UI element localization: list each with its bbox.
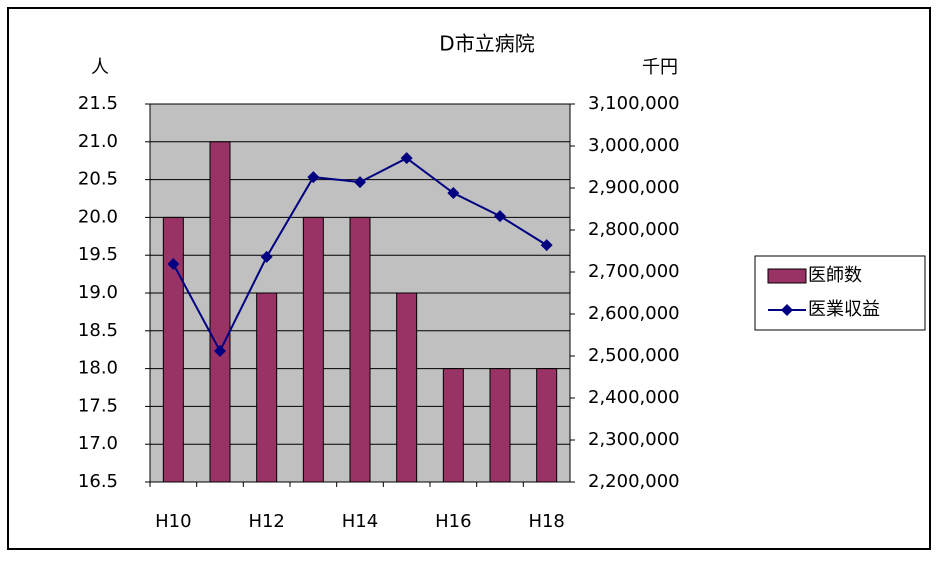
legend-label: 医業収益 xyxy=(808,299,880,320)
y-tick-label: 17.0 xyxy=(78,433,118,454)
marker xyxy=(260,250,273,263)
bar xyxy=(442,368,464,483)
legend-box xyxy=(754,255,926,331)
y2-tick-label: 2,200,000 xyxy=(588,471,680,492)
y2-tick-label: 3,100,000 xyxy=(588,93,680,114)
legend-label: 医師数 xyxy=(808,265,862,286)
y-tick-label: 21.0 xyxy=(78,131,118,152)
y2-tick-label: 2,300,000 xyxy=(588,429,680,450)
marker xyxy=(494,210,506,223)
marker xyxy=(447,187,460,200)
bar xyxy=(396,292,418,483)
y-tick-label: 18.0 xyxy=(78,358,118,379)
y2-tick-label: 3,000,000 xyxy=(588,135,680,156)
y-tick-label: 16.5 xyxy=(78,471,118,492)
x-tick-label: H12 xyxy=(248,511,284,532)
legend-swatch xyxy=(767,268,807,284)
y-tick-label: 20.5 xyxy=(78,169,118,190)
x-tick-label: H14 xyxy=(342,511,378,532)
y-tick-label: 17.5 xyxy=(78,395,118,416)
y2-tick-label: 2,800,000 xyxy=(588,219,680,240)
y2-tick-label: 2,900,000 xyxy=(588,177,680,198)
bar xyxy=(489,368,511,483)
marker xyxy=(167,258,180,271)
y2-tick-label: 2,600,000 xyxy=(588,303,680,324)
y-tick-label: 21.5 xyxy=(78,93,118,114)
y-tick-label: 19.5 xyxy=(78,244,118,265)
legend-marker xyxy=(781,304,793,316)
x-tick-label: H18 xyxy=(528,511,564,532)
y2-tick-label: 2,400,000 xyxy=(588,387,680,408)
marker xyxy=(214,344,226,357)
marker xyxy=(400,152,413,165)
bar xyxy=(256,292,278,483)
x-tick-label: H16 xyxy=(435,511,471,532)
bar xyxy=(209,141,231,483)
y2-tick-label: 2,500,000 xyxy=(588,345,680,366)
bar xyxy=(302,216,324,483)
marker xyxy=(307,171,320,184)
chart-title: D市立病院 xyxy=(439,32,534,56)
y2-axis-label: 千円 xyxy=(642,57,678,78)
marker xyxy=(540,239,553,252)
y2-tick-label: 2,700,000 xyxy=(588,261,680,282)
marker xyxy=(354,176,366,189)
y-axis-label: 人 xyxy=(91,57,109,78)
y-tick-label: 19.0 xyxy=(78,282,118,303)
y-tick-label: 18.5 xyxy=(78,320,118,341)
y-tick-label: 20.0 xyxy=(78,206,118,227)
x-tick-label: H10 xyxy=(155,511,191,532)
bar xyxy=(162,216,184,483)
bar xyxy=(536,368,558,483)
bar xyxy=(349,216,371,483)
